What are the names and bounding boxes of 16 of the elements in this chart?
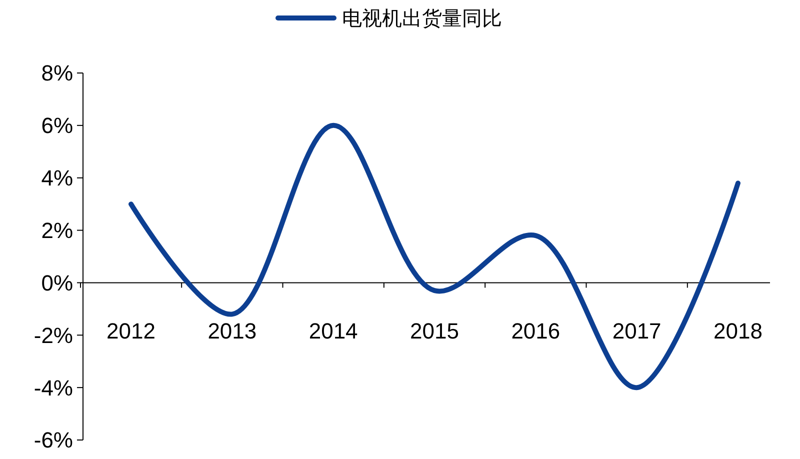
y-tick-label: -4%: [34, 375, 73, 400]
x-tick-label: 2018: [714, 318, 762, 344]
y-tick-label: 4%: [41, 166, 73, 191]
x-tick-label: 2016: [511, 318, 560, 344]
legend-label: 电视机出货量同比: [342, 6, 502, 30]
x-tick-label: 2015: [410, 318, 459, 344]
y-tick-label: -6%: [34, 428, 73, 453]
x-tick-label: 2012: [106, 318, 156, 344]
x-tick-label: 2017: [612, 318, 662, 344]
y-tick-label: 6%: [41, 113, 73, 138]
x-tick-label: 2014: [308, 318, 358, 344]
y-tick-label: 0%: [41, 270, 73, 296]
y-tick-label: 8%: [41, 60, 73, 86]
y-tick-label: -2%: [34, 322, 73, 348]
x-tick-label: 2013: [208, 318, 257, 344]
y-tick-label: 2%: [41, 218, 73, 243]
